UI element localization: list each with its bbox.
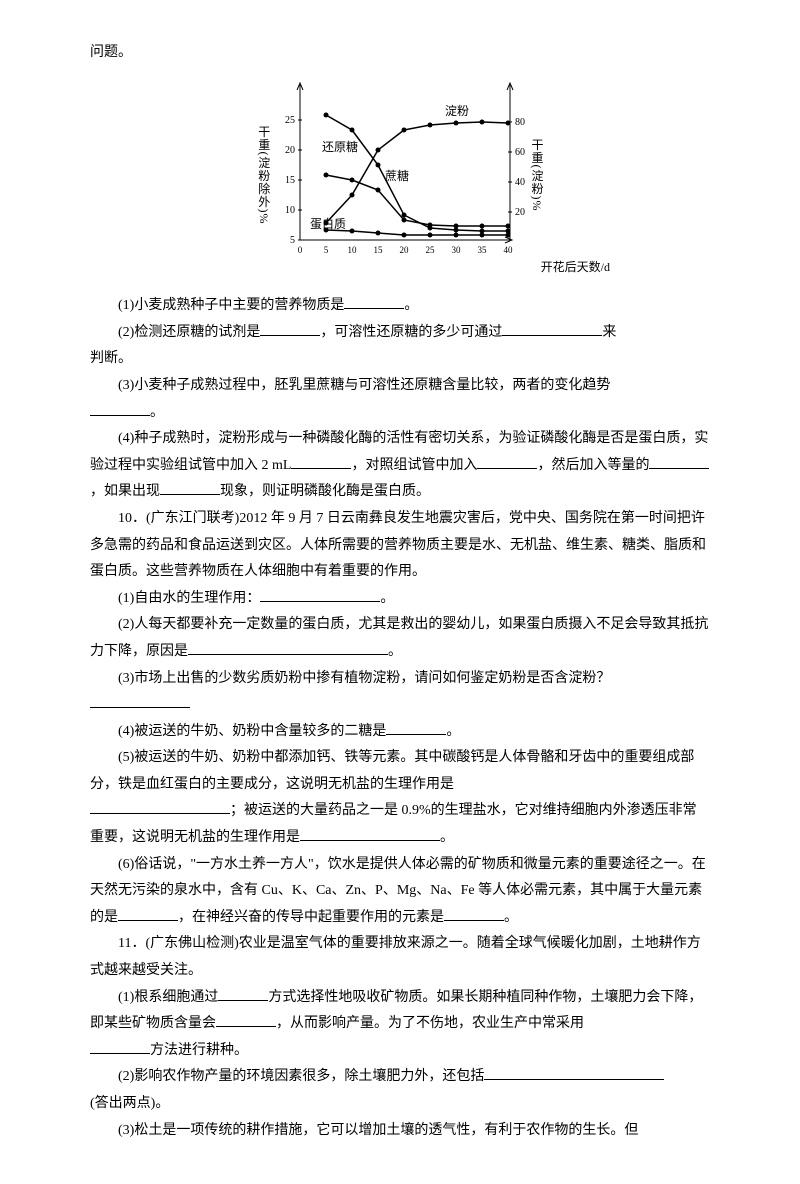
q10-p4-end: 。 — [446, 724, 460, 739]
blank — [90, 693, 190, 708]
q9-p4c: ，然后加入等量的 — [537, 458, 649, 473]
blank — [216, 1012, 276, 1027]
svg-text:20: 20 — [400, 245, 410, 255]
blank — [218, 986, 268, 1001]
svg-text:25: 25 — [426, 245, 436, 255]
intro-text: 问题。 — [90, 40, 710, 67]
q9-p3: (3)小麦种子成熟过程中，胚乳里蔗糖与可溶性还原糖含量比较，两者的变化趋势 — [90, 373, 710, 400]
x-axis-label: 开花后天数/d — [541, 256, 610, 279]
blank — [260, 321, 320, 336]
svg-text:20: 20 — [515, 207, 525, 218]
svg-text:35: 35 — [478, 245, 488, 255]
blank — [649, 454, 709, 469]
blank — [90, 799, 230, 814]
left-axis-label: 干重(淀粉除外)% — [252, 125, 275, 224]
q10-p1-text: (1)自由水的生理作用： — [118, 591, 260, 606]
q9-p2a: (2)检测还原糖的试剂是 — [118, 325, 260, 340]
blank — [160, 480, 220, 495]
svg-text:5: 5 — [290, 235, 295, 246]
svg-text:10: 10 — [348, 245, 358, 255]
svg-text:20: 20 — [285, 145, 295, 156]
q9-p1-text: (1)小麦成熟种子中主要的营养物质是 — [118, 298, 344, 313]
svg-text:30: 30 — [452, 245, 462, 255]
right-axis-label: 干重(淀粉)% — [525, 138, 548, 211]
svg-text:5: 5 — [324, 245, 329, 255]
svg-text:80: 80 — [515, 117, 525, 128]
q9-p1: (1)小麦成熟种子中主要的营养物质是 。 — [90, 293, 710, 320]
q10-p1: (1)自由水的生理作用： 。 — [90, 586, 710, 613]
q10-p6: (6)俗话说，"一方水土养一方人"，饮水是提供人体必需的矿物质和微量元素的重要途… — [90, 852, 710, 932]
q10-p3: (3)市场上出售的少数劣质奶粉中掺有植物淀粉，请问如何鉴定奶粉是否含淀粉？ — [90, 666, 710, 693]
q9-p3-end: 。 — [150, 405, 164, 420]
q11-p1-line2: 方法进行耕种。 — [90, 1038, 710, 1065]
blank — [188, 640, 388, 655]
chart-svg: 5 10 15 20 25 20 40 60 80 0 5 10 15 20 — [260, 75, 540, 275]
blank — [477, 454, 537, 469]
q9-p2c: 来 — [602, 325, 616, 340]
svg-text:60: 60 — [515, 147, 525, 158]
q10-p5: (5)被运送的牛奶、奶粉中都添加钙、铁等元素。其中碳酸钙是人体骨骼和牙齿中的重要… — [90, 745, 710, 798]
blank — [260, 587, 380, 602]
q11-p1d: 方法进行耕种。 — [150, 1043, 248, 1058]
svg-text:15: 15 — [374, 245, 384, 255]
svg-text:蔗糖: 蔗糖 — [385, 168, 409, 183]
blank — [484, 1065, 664, 1080]
blank — [90, 1039, 150, 1054]
svg-text:15: 15 — [285, 175, 295, 186]
blank — [344, 294, 404, 309]
blank — [118, 906, 178, 921]
q9-p4b: ，对照组试管中加入 — [351, 458, 477, 473]
q10-p6-end: 。 — [504, 910, 518, 925]
q9-p4: (4)种子成熟时，淀粉形成与一种磷酸化酶的活性有密切关系，为验证磷酸化酶是否是蛋… — [90, 426, 710, 506]
svg-text:蛋白质: 蛋白质 — [310, 216, 346, 231]
q10-p2-end: 。 — [388, 644, 402, 659]
q9-p2-line2: 判断。 — [90, 346, 710, 373]
svg-text:40: 40 — [515, 177, 525, 188]
q9-p2: (2)检测还原糖的试剂是 ，可溶性还原糖的多少可通过 来 — [90, 320, 710, 347]
q10-p4a: (4)被运送的牛奶、奶粉中含量较多的二糖是 — [118, 724, 386, 739]
blank — [291, 454, 351, 469]
q9-p3-blank: 。 — [90, 400, 710, 427]
q10-p5a: (5)被运送的牛奶、奶粉中都添加钙、铁等元素。其中碳酸钙是人体骨骼和牙齿中的重要… — [90, 750, 694, 792]
q11-p1a: (1)根系细胞通过 — [118, 990, 218, 1005]
q11-p2a: (2)影响农作物产量的环境因素很多，除土壤肥力外，还包括 — [118, 1069, 484, 1084]
blank — [90, 401, 150, 416]
q11-p3: (3)松土是一项传统的耕作措施，它可以增加土壤的透气性，有利于农作物的生长。但 — [90, 1118, 710, 1145]
q10-p3-blank — [90, 692, 710, 719]
q10-p5-end: 。 — [440, 830, 454, 845]
q10-p6b: ，在神经兴奋的传导中起重要作用的元素是 — [178, 910, 444, 925]
svg-text:40: 40 — [504, 245, 514, 255]
q10-p1-end: 。 — [380, 591, 394, 606]
chart-container: 干重(淀粉除外)% 干重(淀粉)% 开花后天数/d 5 10 15 20 25 … — [90, 75, 710, 286]
q10-intro: 10．(广东江门联考)2012 年 9 月 7 日云南彝良发生地震灾害后，党中央… — [90, 506, 710, 586]
svg-text:10: 10 — [285, 205, 295, 216]
q11-p1: (1)根系细胞通过方式选择性地吸收矿物质。如果长期种植同种作物，土壤肥力会下降，… — [90, 985, 710, 1038]
q9-p2b: ，可溶性还原糖的多少可通过 — [320, 325, 502, 340]
q11-p2-line2: (答出两点)。 — [90, 1091, 710, 1118]
q11-p1c: ，从而影响产量。为了不伤地，农业生产中常采用 — [276, 1016, 584, 1031]
q11-intro: 11．(广东佛山检测)农业是温室气体的重要排放来源之一。随着全球气候暖化加剧，土… — [90, 931, 710, 984]
q11-p2: (2)影响农作物产量的环境因素很多，除土壤肥力外，还包括 — [90, 1064, 710, 1091]
blank — [444, 906, 504, 921]
svg-text:0: 0 — [298, 245, 303, 255]
blank — [386, 720, 446, 735]
q10-p4: (4)被运送的牛奶、奶粉中含量较多的二糖是 。 — [90, 719, 710, 746]
q9-p1-end: 。 — [404, 298, 418, 313]
q10-p2: (2)人每天都要补充一定数量的蛋白质，尤其是救出的婴幼儿，如果蛋白质摄入不足会导… — [90, 612, 710, 665]
svg-text:25: 25 — [285, 115, 295, 126]
nutrient-chart: 干重(淀粉除外)% 干重(淀粉)% 开花后天数/d 5 10 15 20 25 … — [260, 75, 540, 275]
blank — [300, 826, 440, 841]
q10-p5-line2: ；被运送的大量药品之一是 0.9%的生理盐水，它对维持细胞内外渗透压非常重要，这… — [90, 798, 710, 851]
q9-p4e: 现象，则证明磷酸化酶是蛋白质。 — [220, 484, 430, 499]
q9-p4d: ，如果出现 — [90, 484, 160, 499]
svg-text:淀粉: 淀粉 — [445, 104, 469, 118]
svg-text:还原糖: 还原糖 — [322, 139, 358, 154]
blank — [502, 321, 602, 336]
